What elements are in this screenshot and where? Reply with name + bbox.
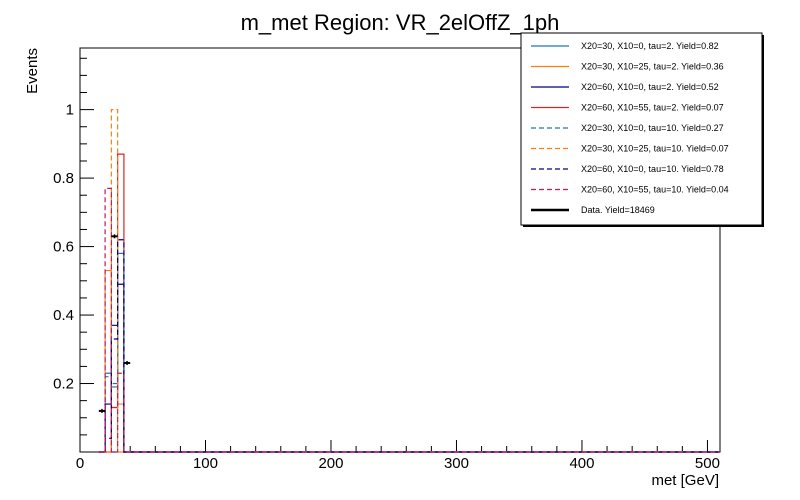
y-axis-ticks: 0.2 0.4 0.6 0.8 1 — [53, 57, 94, 436]
y-tick-label: 0.2 — [53, 376, 74, 393]
x-tick-label: 100 — [193, 455, 218, 472]
legend-label: X20=30, X10=25, tau=10. Yield=0.07 — [581, 144, 729, 154]
legend-label: X20=60, X10=0, tau=2. Yield=0.52 — [581, 82, 719, 92]
y-tick-label: 1 — [66, 102, 74, 119]
x-tick-label: 300 — [444, 455, 469, 472]
x-tick-label: 500 — [695, 455, 720, 472]
histogram-series-8 — [98, 187, 720, 453]
chart-title: m_met Region: VR_2elOffZ_1ph — [241, 10, 560, 35]
x-axis-ticks: 0 100 200 300 400 500 — [76, 440, 720, 472]
legend: X20=30, X10=0, tau=2. Yield=0.82 X20=30, … — [520, 32, 764, 227]
x-tick-label: 200 — [318, 455, 343, 472]
histogram-series-3 — [98, 283, 720, 453]
histogram-series-5 — [98, 252, 720, 453]
legend-label: X20=60, X10=55, tau=10. Yield=0.04 — [581, 185, 729, 195]
x-tick-label: 0 — [76, 455, 84, 472]
y-tick-label: 0.6 — [53, 239, 74, 256]
y-tick-label: 0.8 — [53, 170, 74, 187]
legend-label: X20=30, X10=25, tau=2. Yield=0.36 — [581, 62, 724, 72]
data-points-layer — [98, 234, 131, 413]
x-axis-title: met [GeV] — [651, 472, 719, 489]
y-tick-label: 0.4 — [53, 307, 74, 324]
y-axis-title: Events — [24, 48, 41, 94]
legend-label: Data. Yield=18469 — [581, 205, 655, 215]
legend-label: X20=30, X10=0, tau=2. Yield=0.82 — [581, 41, 719, 51]
histogram-series-2 — [98, 269, 720, 453]
histogram-series-1 — [98, 252, 720, 453]
legend-label: X20=30, X10=0, tau=10. Yield=0.27 — [581, 123, 724, 133]
series-layer — [98, 109, 720, 453]
legend-label: X20=60, X10=0, tau=10. Yield=0.78 — [581, 164, 724, 174]
legend-label: X20=60, X10=55, tau=2. Yield=0.07 — [581, 103, 724, 113]
legend-box — [520, 32, 763, 226]
histogram-series-7 — [98, 239, 720, 453]
x-tick-label: 400 — [569, 455, 594, 472]
